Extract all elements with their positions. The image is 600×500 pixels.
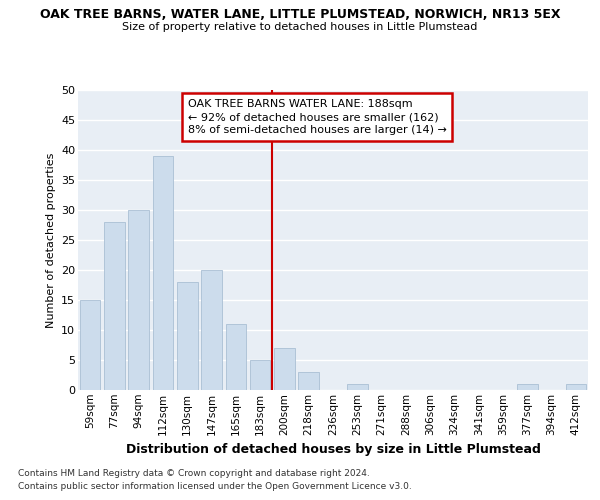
Bar xyxy=(201,270,222,390)
Text: OAK TREE BARNS, WATER LANE, LITTLE PLUMSTEAD, NORWICH, NR13 5EX: OAK TREE BARNS, WATER LANE, LITTLE PLUMS… xyxy=(40,8,560,20)
Bar xyxy=(152,156,173,390)
Bar xyxy=(80,300,100,390)
Bar xyxy=(177,282,197,390)
Text: OAK TREE BARNS WATER LANE: 188sqm
← 92% of detached houses are smaller (162)
8% : OAK TREE BARNS WATER LANE: 188sqm ← 92% … xyxy=(188,99,446,136)
Text: Size of property relative to detached houses in Little Plumstead: Size of property relative to detached ho… xyxy=(122,22,478,32)
Bar xyxy=(566,384,586,390)
Text: Contains public sector information licensed under the Open Government Licence v3: Contains public sector information licen… xyxy=(18,482,412,491)
Bar xyxy=(250,360,271,390)
Bar xyxy=(298,372,319,390)
Bar xyxy=(347,384,368,390)
Bar xyxy=(128,210,149,390)
Text: Distribution of detached houses by size in Little Plumstead: Distribution of detached houses by size … xyxy=(125,442,541,456)
Bar xyxy=(226,324,246,390)
Y-axis label: Number of detached properties: Number of detached properties xyxy=(46,152,56,328)
Bar xyxy=(517,384,538,390)
Bar xyxy=(104,222,125,390)
Text: Contains HM Land Registry data © Crown copyright and database right 2024.: Contains HM Land Registry data © Crown c… xyxy=(18,468,370,477)
Bar xyxy=(274,348,295,390)
